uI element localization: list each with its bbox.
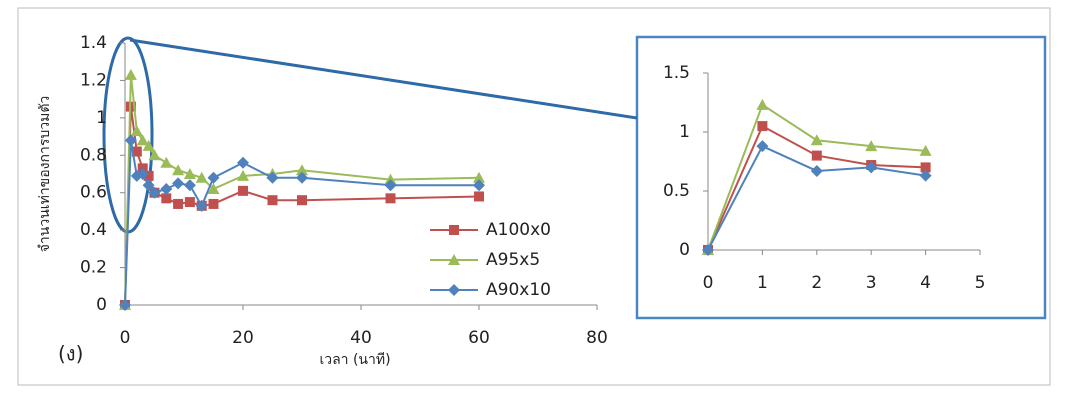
zoom-line <box>130 40 637 118</box>
x-tick-label: 5 <box>975 273 986 293</box>
x-tick-label: 40 <box>350 328 372 348</box>
y-tick-label: 1 <box>679 122 690 142</box>
series-line <box>125 75 479 305</box>
figure: 00.20.40.60.811.21.4020406080เวลา (นาที)… <box>0 0 1070 405</box>
y-tick-label: 1.4 <box>80 33 107 53</box>
marker <box>125 69 137 80</box>
marker <box>173 199 183 209</box>
marker <box>448 284 460 296</box>
y-tick-label: 1.2 <box>80 70 107 90</box>
x-tick-label: 0 <box>703 273 714 293</box>
legend-label: A90x10 <box>486 280 551 300</box>
marker <box>449 225 459 235</box>
marker <box>812 151 822 161</box>
x-axis-label: เวลา (นาที) <box>319 352 390 368</box>
x-tick-label: 4 <box>920 273 931 293</box>
marker <box>185 197 195 207</box>
x-tick-label: 80 <box>586 328 608 348</box>
marker <box>160 183 172 195</box>
x-tick-label: 1 <box>757 273 768 293</box>
marker <box>172 177 184 189</box>
y-tick-label: 0.4 <box>80 220 107 240</box>
y-tick-label: 0.8 <box>80 145 107 165</box>
marker <box>160 157 172 168</box>
y-tick-label: 0 <box>96 295 107 315</box>
legend-label: A100x0 <box>486 220 551 240</box>
marker <box>237 157 249 169</box>
y-tick-label: 0.2 <box>80 258 107 278</box>
x-tick-label: 20 <box>232 328 254 348</box>
marker <box>184 179 196 191</box>
y-axis-label: จำนวนเท่าของการบวมตัว <box>37 96 53 253</box>
y-tick-label: 0.6 <box>80 183 107 203</box>
y-tick-label: 1 <box>96 108 107 128</box>
x-tick-label: 60 <box>468 328 490 348</box>
x-tick-label: 0 <box>120 328 131 348</box>
marker <box>386 193 396 203</box>
panel-label: (ง) <box>58 342 83 366</box>
marker <box>474 191 484 201</box>
marker <box>172 164 184 175</box>
marker <box>297 195 307 205</box>
marker <box>238 186 248 196</box>
marker <box>757 121 767 131</box>
y-tick-label: 1.5 <box>663 63 690 83</box>
y-tick-label: 0 <box>679 240 690 260</box>
marker <box>208 172 220 184</box>
y-tick-label: 0.5 <box>663 181 690 201</box>
x-tick-label: 3 <box>866 273 877 293</box>
marker <box>385 179 397 191</box>
marker <box>209 199 219 209</box>
legend-label: A95x5 <box>486 250 540 270</box>
marker <box>268 195 278 205</box>
x-tick-label: 2 <box>811 273 822 293</box>
